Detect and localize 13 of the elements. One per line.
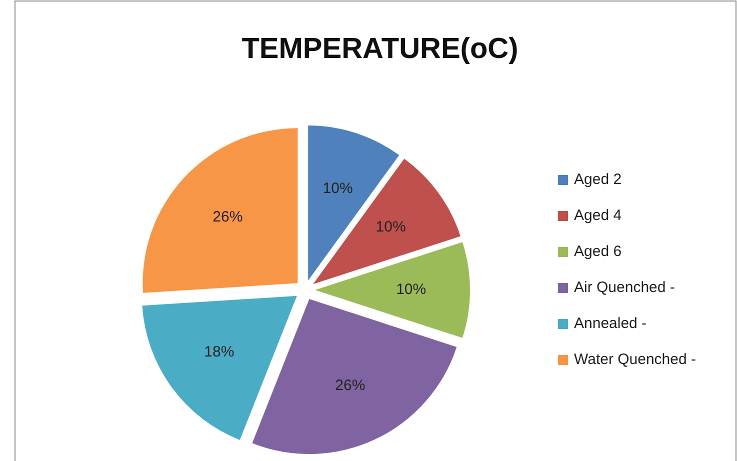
legend-label: Air Quenched - bbox=[574, 278, 675, 296]
data-label: 10% bbox=[376, 218, 406, 236]
legend-label: Aged 4 bbox=[574, 206, 622, 224]
data-label: 18% bbox=[204, 343, 234, 360]
chart-title: TEMPERATURE(oC) bbox=[242, 33, 518, 65]
legend-label: Water Quenched - bbox=[574, 350, 696, 368]
data-label: 26% bbox=[212, 208, 243, 226]
data-label: 26% bbox=[335, 376, 366, 394]
legend-label: Annealed - bbox=[574, 314, 647, 332]
legend-label: Aged 2 bbox=[574, 170, 622, 188]
data-label: 10% bbox=[396, 280, 426, 298]
legend-label: Aged 6 bbox=[574, 242, 622, 260]
data-label: 10% bbox=[322, 180, 353, 198]
